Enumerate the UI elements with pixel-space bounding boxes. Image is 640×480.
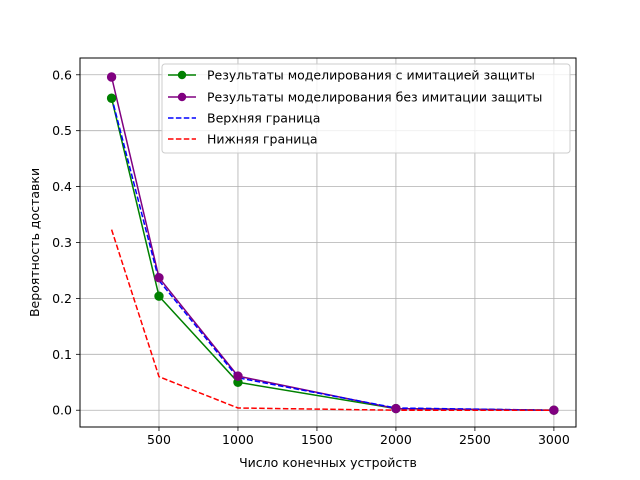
legend: Результаты моделирования с имитацией защ… bbox=[161, 63, 571, 154]
series-line-4 bbox=[110, 229, 554, 411]
series-2-point bbox=[391, 403, 401, 414]
series-1-point bbox=[106, 93, 117, 103]
legend-label: Результаты моделирования с имитацией защ… bbox=[207, 68, 535, 83]
x-tick-label: 1500 bbox=[301, 432, 333, 447]
y-tick-label: 0.5 bbox=[52, 123, 72, 138]
series-1-point bbox=[154, 291, 164, 301]
y-tick-label: 0.2 bbox=[52, 291, 72, 306]
legend-box bbox=[161, 63, 571, 154]
legend-label: Нижняя граница bbox=[207, 132, 318, 147]
x-axis-title: Число конечных устройств bbox=[239, 455, 417, 470]
axis-ticks: 500 1000 1500 2000 2500 3000 0.0 0.1 0.2 0.3 0.4 0.… bbox=[52, 67, 570, 447]
y-tick-label: 0.1 bbox=[52, 347, 72, 362]
x-tick-label: 2500 bbox=[459, 432, 491, 447]
series-2-point bbox=[106, 72, 117, 82]
x-tick-label: 500 bbox=[147, 432, 171, 447]
series-2-point bbox=[154, 273, 164, 283]
series-2-point bbox=[233, 371, 243, 381]
legend-label: Результаты моделирования без имитации за… bbox=[207, 90, 542, 105]
series-2-point bbox=[549, 405, 559, 415]
y-tick-label: 0.6 bbox=[52, 67, 72, 82]
x-tick-label: 2000 bbox=[380, 432, 412, 447]
y-tick-label: 0.4 bbox=[52, 179, 72, 194]
series-markers bbox=[106, 72, 559, 415]
legend-swatch-marker bbox=[177, 70, 187, 80]
legend-label: Верхняя граница bbox=[207, 111, 320, 126]
y-axis-title: Вероятность доставки bbox=[27, 168, 42, 317]
x-tick-label: 1000 bbox=[222, 432, 254, 447]
x-tick-label: 3000 bbox=[538, 432, 570, 447]
legend-swatch-marker bbox=[177, 92, 187, 102]
y-tick-label: 0.3 bbox=[52, 235, 72, 250]
y-tick-label: 0.0 bbox=[52, 403, 72, 418]
